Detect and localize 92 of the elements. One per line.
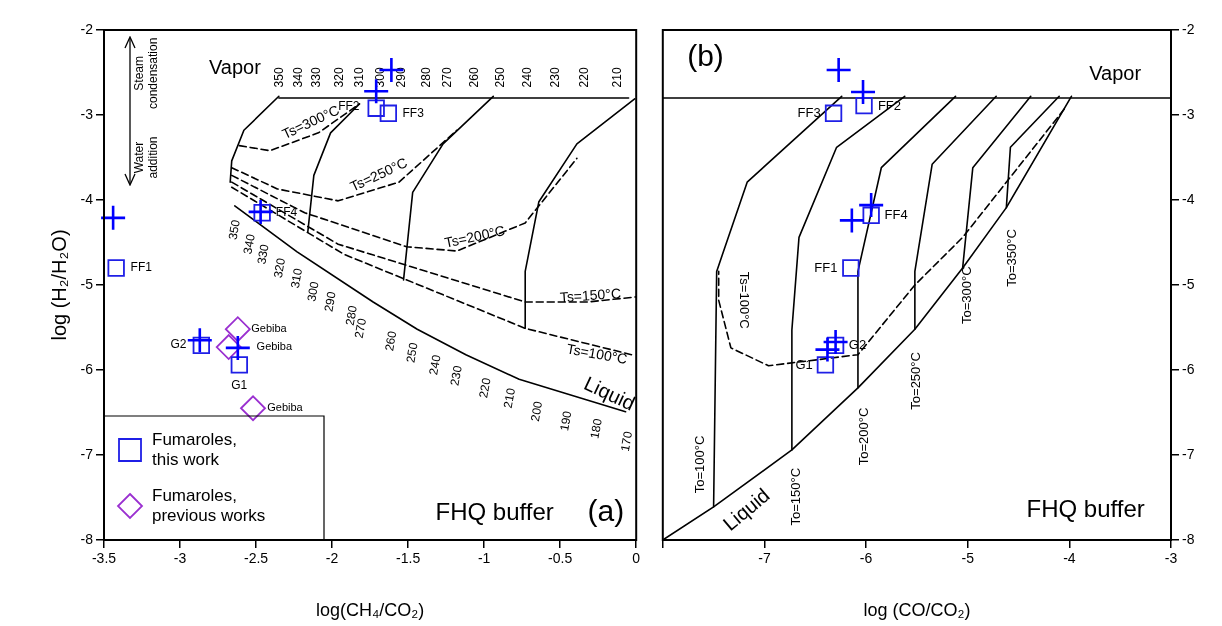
x-tick-label: 0 [632, 550, 641, 567]
annotation: 170 [617, 430, 636, 453]
x-tick-label: -6 [859, 550, 873, 567]
annotation: 330 [309, 67, 324, 88]
annotation: 320 [332, 67, 347, 88]
y-tick-label: -5 [1182, 275, 1195, 292]
annotation: FF1 [814, 259, 838, 275]
annotation: 310 [351, 67, 366, 88]
annotation: FF3 [797, 104, 821, 120]
annotation: 250 [493, 67, 508, 88]
annotation: G2 [170, 337, 187, 352]
y-tick-label: -4 [80, 190, 94, 207]
x-tick-label: -3.5 [91, 550, 117, 567]
y-tick-label: -3 [1182, 105, 1195, 122]
y-tick-label: -6 [80, 360, 94, 377]
annotation: Water addition [131, 136, 160, 179]
annotation: 210 [500, 386, 519, 410]
y-tick-label: -2 [1182, 20, 1195, 37]
annotation: To=250°C [908, 352, 924, 410]
annotation: G1 [231, 377, 248, 392]
annotation: 220 [476, 376, 494, 399]
x-tick-label: -4 [1063, 550, 1076, 567]
annotation: Vapor [208, 55, 262, 78]
y-tick-label: -8 [1182, 530, 1195, 547]
annotation: 250 [403, 341, 421, 364]
y-tick-label: -5 [80, 275, 94, 292]
annotation: To=150°C [787, 467, 803, 526]
annotation: 230 [548, 67, 563, 88]
annotation: FF3 [402, 106, 425, 121]
annotation: Ts=100°C [736, 271, 752, 329]
x-tick-label: -1.5 [396, 550, 421, 567]
annotation: Steam condensation [131, 37, 160, 110]
y-tick-label: -7 [80, 445, 94, 462]
annotation: 350 [272, 67, 287, 88]
annotation: Gebiba [256, 340, 293, 353]
legend-label: Fumaroles, previous works [152, 485, 266, 525]
annotation: FF4 [275, 204, 298, 219]
legend-label: Fumaroles, this work [152, 429, 238, 469]
annotation: 240 [426, 353, 444, 377]
x-axis-title: log (CO/CO₂) [863, 600, 971, 621]
annotation: (a) [587, 494, 625, 528]
x-tick-label: -1 [477, 550, 491, 567]
annotation: FHQ buffer [435, 497, 554, 525]
annotation: 220 [576, 67, 591, 88]
annotation: 260 [382, 329, 400, 353]
annotation: 320 [270, 256, 289, 280]
y-tick-label: -6 [1182, 360, 1195, 377]
x-tick-label: -2.5 [243, 550, 269, 567]
x-tick-label: -5 [961, 550, 975, 567]
annotation: To=300°C [959, 266, 975, 324]
y-tick-label: -8 [80, 530, 94, 547]
annotation: Gebiba [251, 322, 288, 335]
x-tick-label: -7 [758, 550, 771, 567]
x-axis-title: log(CH₄/CO₂) [315, 600, 425, 621]
annotation: To=200°C [855, 407, 871, 466]
annotation: 230 [447, 364, 465, 387]
annotation: 210 [610, 67, 625, 88]
x-tick-label: -2 [325, 550, 339, 567]
annotation: 260 [467, 67, 482, 88]
annotation: FF4 [884, 206, 908, 222]
annotation: 300 [304, 280, 322, 303]
annotation: 200 [527, 399, 546, 423]
annotation: 340 [291, 67, 306, 88]
annotation: 350 [225, 218, 243, 241]
annotation: Ts=150°C [559, 284, 622, 306]
annotation: 270 [440, 67, 455, 88]
annotation: 290 [321, 290, 339, 313]
annotation: To=100°C [691, 435, 707, 494]
annotation: (b) [687, 39, 724, 73]
y-tick-label: -2 [80, 20, 94, 37]
annotation: Ts=100°C [565, 340, 629, 367]
annotation: FF1 [130, 260, 153, 275]
x-tick-label: -0.5 [548, 550, 573, 567]
annotation: 240 [520, 67, 535, 88]
annotation: Ts=200°C [443, 222, 507, 251]
annotation: 290 [394, 67, 409, 88]
y-tick-label: -7 [1182, 445, 1195, 462]
x-tick-label: -3 [173, 550, 187, 567]
y-tick-label: -3 [80, 105, 94, 122]
annotation: FHQ buffer [1026, 495, 1145, 523]
annotation: FF2 [338, 98, 360, 113]
annotation: To=350°C [1004, 229, 1020, 287]
annotation: Vapor [1089, 62, 1142, 85]
y-tick-label: -4 [1182, 190, 1195, 207]
x-tick-label: -3 [1164, 550, 1178, 567]
annotation: 180 [587, 417, 605, 440]
annotation: 310 [287, 266, 306, 290]
annotation: 280 [418, 67, 433, 88]
annotation: G1 [795, 356, 813, 372]
y-axis-title: log (H₂/H₂O) [47, 229, 70, 341]
annotation: 190 [557, 409, 575, 433]
annotation: Gebiba [267, 401, 304, 414]
